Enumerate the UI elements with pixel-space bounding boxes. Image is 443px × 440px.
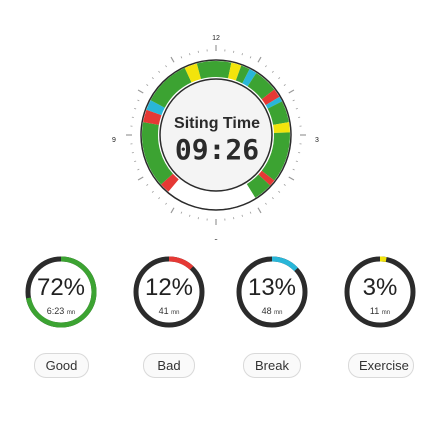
dial-segment-bad [161, 173, 179, 192]
dial-tick [146, 184, 149, 186]
stat-bad-progress [133, 256, 205, 328]
dial-segment-good [246, 174, 271, 198]
dial-tick [137, 99, 140, 102]
stat-good-progress [25, 256, 97, 328]
dial-tick [257, 207, 262, 214]
dial-ring-border [140, 59, 292, 211]
dial-tick [288, 89, 295, 94]
dial-tick [189, 214, 191, 217]
bad-filter-button[interactable]: Bad [143, 353, 195, 378]
hour-label-6: 6 [214, 239, 218, 240]
exercise-filter-button[interactable]: Exercise [348, 353, 414, 378]
sitting-time-dial: 12 3 6 9 Siting Time 09:26 [112, 35, 319, 240]
dial-tick [271, 197, 274, 200]
stat-exercise-progress [344, 256, 416, 328]
dial-tick [265, 65, 267, 68]
dial-segment-bad [258, 170, 275, 186]
stat-break-duration: 48 mn [261, 306, 283, 316]
dial-tick [278, 77, 281, 80]
dial-tick [180, 56, 183, 59]
dial-segment-good [267, 101, 289, 126]
dial-tick [158, 197, 161, 200]
dial-tick [292, 99, 295, 102]
stat-exercise-ring [344, 256, 416, 328]
dial-tick [241, 214, 243, 217]
stat-exercise: 3% 11 mn [342, 254, 418, 330]
dial-tick [151, 77, 154, 80]
dial-tick [241, 53, 243, 56]
stat-bad-percent: 12% [144, 274, 194, 301]
stat-bad-duration: 41 mn [158, 306, 180, 316]
dial-segment-good [235, 65, 250, 84]
dial-tick [288, 176, 295, 181]
dial-segment-good [247, 72, 275, 100]
dial-segment-break [242, 69, 257, 87]
dial-segment-bad [261, 89, 280, 106]
stat-good-duration: 6:23 mn [46, 306, 76, 316]
hour-label-12: 12 [212, 35, 220, 42]
stat-bad: 12% 41 mn [131, 254, 207, 330]
stat-good-percent: 72% [36, 274, 86, 301]
dial-tick [137, 168, 140, 171]
dial-segment-break [146, 100, 165, 116]
dial-tick [249, 56, 252, 59]
stat-break-ring [236, 256, 308, 328]
dial-tick [170, 207, 175, 214]
dial-tick [134, 108, 137, 110]
stat-break: 13% 48 mn [234, 254, 310, 330]
dial-segment-break [265, 96, 282, 109]
break-filter-button[interactable]: Break [243, 353, 301, 378]
dial-tick [165, 65, 167, 68]
dial-tick [283, 84, 286, 86]
dial-segment-good [261, 132, 290, 181]
dial-tick [292, 168, 295, 171]
dial-segment-exercise [227, 62, 242, 81]
dial-tick [165, 202, 167, 205]
hour-label-9: 9 [112, 137, 116, 144]
dial-tick [283, 184, 286, 186]
dial-segment-good [215, 61, 232, 79]
stat-exercise-duration: 11 mn [369, 306, 391, 316]
dial-tick [180, 211, 183, 214]
stat-bad-ring [133, 256, 205, 328]
dial-ring-segments [142, 61, 290, 209]
dial-tick [295, 108, 298, 110]
dial-segment-good [150, 67, 192, 109]
dial-segment-good [142, 122, 174, 185]
dial-segment-empty [168, 179, 256, 209]
dial-time: 09:26 [175, 133, 259, 166]
stat-exercise-percent: 3% [362, 274, 398, 301]
dial-tick [151, 190, 154, 193]
dial-tick [278, 190, 281, 193]
hour-label-3: 3 [315, 137, 319, 144]
dial-tick [257, 56, 262, 63]
dial-title: Siting Time [174, 115, 260, 132]
dial-segment-exercise [184, 63, 202, 83]
dial-segment-exercise [273, 122, 290, 134]
dial-tick [137, 176, 144, 181]
dial-segment-bad [143, 109, 162, 126]
dial-tick [134, 160, 137, 162]
stat-break-percent: 13% [247, 274, 297, 301]
dial-tick [158, 70, 161, 73]
stat-good: 72% 6:23 mn [23, 254, 99, 330]
dial-tick [295, 160, 298, 162]
dial-tick [189, 53, 191, 56]
dial-tick [146, 84, 149, 86]
dial-segment-good [196, 61, 217, 80]
dial-tick [170, 56, 175, 63]
stat-good-ring [25, 256, 97, 328]
stat-break-progress [236, 256, 308, 328]
dial-ticks [126, 45, 306, 225]
dial-tick [271, 70, 274, 73]
dial-center [159, 78, 273, 192]
dial-tick [265, 202, 267, 205]
good-filter-button[interactable]: Good [34, 353, 89, 378]
dial-tick [137, 89, 144, 94]
dial-tick [249, 211, 252, 214]
